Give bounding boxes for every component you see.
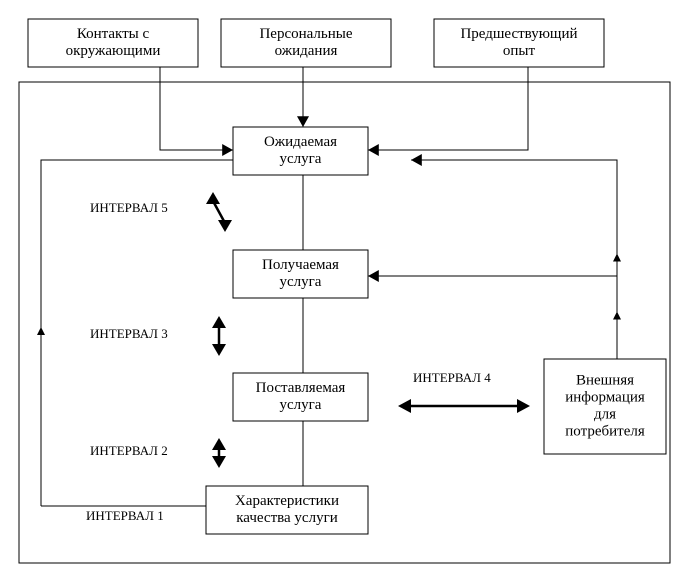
node-expected-line1: услуга bbox=[280, 151, 322, 167]
label-int5: ИНТЕРВАЛ 5 bbox=[90, 200, 168, 215]
node-received-line1: услуга bbox=[280, 274, 322, 290]
arrowhead-bold bbox=[212, 438, 226, 450]
node-contacts-line0: Контакты с bbox=[77, 26, 150, 42]
node-expectations-line1: ожидания bbox=[275, 43, 338, 59]
node-experience-line1: опыт bbox=[503, 43, 536, 59]
node-quality-line1: качества услуги bbox=[236, 510, 338, 526]
node-experience-line0: Предшествующий bbox=[460, 26, 577, 42]
arrowhead-bold bbox=[212, 344, 226, 356]
node-supplied-line0: Поставляемая bbox=[256, 380, 346, 396]
node-received-line0: Получаемая bbox=[262, 257, 339, 273]
node-quality-line0: Характеристики bbox=[235, 493, 339, 509]
arrowhead bbox=[297, 116, 309, 127]
label-int1: ИНТЕРВАЛ 1 bbox=[86, 508, 164, 523]
node-expected-line0: Ожидаемая bbox=[264, 134, 337, 150]
arrowhead-bold bbox=[218, 220, 232, 232]
arrowhead bbox=[613, 312, 621, 320]
node-contacts-line1: окружающими bbox=[66, 43, 161, 59]
edge bbox=[160, 67, 233, 150]
arrowhead bbox=[222, 144, 233, 156]
label-int2: ИНТЕРВАЛ 2 bbox=[90, 443, 168, 458]
arrowhead-bold bbox=[212, 456, 226, 468]
interval-arrow bbox=[213, 201, 225, 223]
arrowhead bbox=[411, 154, 422, 166]
arrowhead bbox=[368, 144, 379, 156]
arrowhead bbox=[37, 327, 45, 335]
arrowhead-bold bbox=[517, 399, 530, 413]
arrowhead bbox=[368, 270, 379, 282]
edge bbox=[368, 67, 528, 150]
arrowhead bbox=[613, 254, 621, 262]
arrowhead-bold bbox=[212, 316, 226, 328]
node-external-line0: Внешняя bbox=[576, 372, 634, 388]
label-int3: ИНТЕРВАЛ 3 bbox=[90, 326, 168, 341]
arrowhead-bold bbox=[398, 399, 411, 413]
edge bbox=[368, 276, 617, 359]
label-int4: ИНТЕРВАЛ 4 bbox=[413, 370, 491, 385]
node-expectations-line0: Персональные bbox=[259, 26, 352, 42]
edge bbox=[411, 160, 617, 359]
node-external-line3: потребителя bbox=[565, 423, 645, 439]
node-external-line2: для bbox=[594, 406, 616, 422]
node-supplied-line1: услуга bbox=[280, 397, 322, 413]
arrowhead-bold bbox=[206, 192, 220, 204]
node-external-line1: информация bbox=[565, 389, 645, 405]
